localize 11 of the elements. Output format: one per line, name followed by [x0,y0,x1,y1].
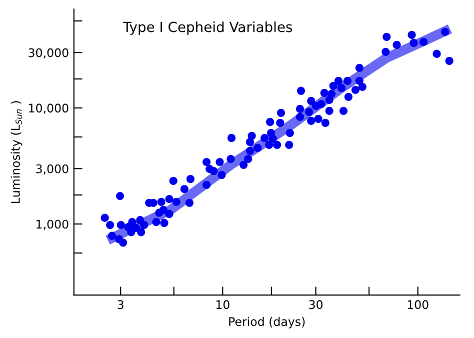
x-tick-label: 100 [408,300,428,310]
y-tick-label: 30,000 [28,48,68,58]
x-axis-title: Period (days) [229,316,305,328]
text: Type I Cepheid Variables [122,21,292,35]
y-axis-title: Luminosity (L$_{Sun}$ ) [10,101,22,204]
y-tick-label: 10,000 [29,104,68,114]
x-tick-label: 30 [309,300,323,310]
x-tick-label: 3 [118,300,124,310]
y-tick-label: 3,000 [36,164,68,174]
y-tick-label: 1,000 [36,220,68,230]
x-tick-label: 10 [216,300,230,310]
